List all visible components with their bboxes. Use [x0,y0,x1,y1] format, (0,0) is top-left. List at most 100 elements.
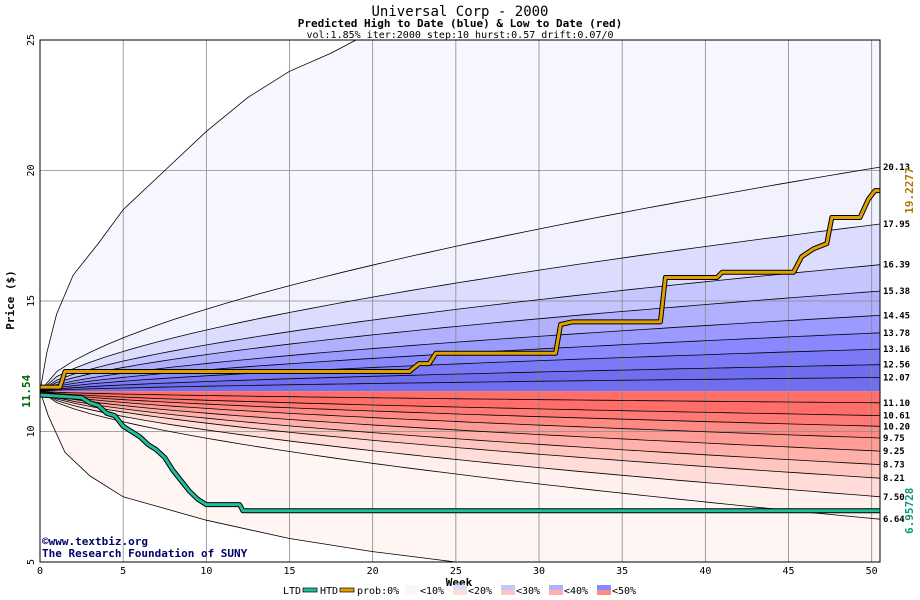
lower-probability-band [40,391,880,403]
legend-prob-item: <50% [612,586,636,597]
x-tick-label: 30 [533,566,545,577]
y-tick-label: 5 [26,559,37,565]
legend-prob-item: <10% [420,586,444,597]
band-end-label: 8.73 [883,461,905,471]
band-boundary-line [40,390,880,520]
band-end-label: 9.75 [883,434,905,444]
legend-prob-item: <20% [468,586,492,597]
band-boundary-line [40,390,880,427]
x-tick-label: 25 [450,566,462,577]
band-end-label: 13.78 [883,329,910,339]
x-tick-label: 5 [120,566,126,577]
band-end-label: 6.64 [883,515,905,525]
lower-probability-band [40,391,880,452]
plot-clip-group [40,40,880,562]
y-tick-label: 15 [26,295,37,307]
band-end-label: 8.21 [883,474,905,484]
legend-prob-swatch-blue [549,585,563,590]
chart-params: vol:1.85% iter:2000 step:10 hurst:0.57 d… [306,30,613,41]
start-price-label: 11.54 [20,374,33,407]
x-tick-label: 35 [616,566,628,577]
upper-probability-band [40,377,880,392]
band-boundary-line [40,264,880,392]
chart-subtitle: Predicted High to Date (blue) & Low to D… [298,17,623,30]
band-end-label: 13.16 [883,345,910,355]
upper-probability-band [40,224,880,392]
band-boundary-line [40,390,880,465]
legend-prob-swatch-red [405,590,419,595]
legend-prob-swatch-red [501,590,515,595]
lower-probability-band [40,391,880,416]
legend-prob-item: <40% [564,586,588,597]
band-boundary-line [40,348,880,392]
upper-probability-band [40,264,880,392]
band-boundary-line [40,390,880,416]
legend: LTD HTD prob:0% <10% <20% <30% <40% <50% [283,585,636,597]
band-end-label: 20.13 [883,163,910,173]
y-tick-label: 20 [26,164,37,176]
outer-lower-boundary [40,391,456,562]
y-axis-label: Price ($) [4,270,17,330]
band-end-label: 11.10 [883,399,910,409]
x-tick-label: 10 [200,566,212,577]
band-end-label: 16.39 [883,261,910,271]
band-end-label: 12.56 [883,361,910,371]
band-boundary-line [40,315,880,392]
upper-probability-band [40,315,880,392]
band-labels: 20.13 17.95 16.39 15.38 14.45 13.78 13.16 12.56… [883,163,916,534]
y-tick-label: 10 [26,425,37,437]
band-boundary-line [40,390,880,404]
upper-probability-band [40,349,880,392]
legend-prob-swatch-red [453,590,467,595]
legend-prob-swatch-blue [405,585,419,590]
band-end-label: 10.61 [883,412,910,422]
x-tick-label: 45 [782,566,794,577]
band-boundary-line [40,290,880,392]
legend-prob-swatch-red [549,590,563,595]
outer-upper-region [40,40,880,392]
legend-htd-swatch [339,587,355,593]
credit-site: ©www.textbiz.org [42,535,148,548]
legend-ltd-label: LTD [283,586,301,597]
band-end-label: 14.45 [883,311,910,321]
x-tick-label: 50 [866,566,878,577]
legend-ltd-swatch [302,587,318,593]
upper-probability-band [40,364,880,392]
band-boundary-line [40,390,880,439]
lower-probability-band [40,391,880,427]
lower-probability-band [40,391,880,520]
legend-prob-swatch-red [597,590,611,595]
band-end-label: 12.07 [883,373,910,383]
band-boundary-line [40,377,880,392]
x-tick-label: 15 [283,566,295,577]
outer-upper-boundary [40,40,357,392]
band-end-label: 7.50 [883,493,905,503]
chart-title: Universal Corp - 2000 [371,4,548,20]
band-boundary-line [40,390,880,452]
legend-prob-swatch-blue [453,585,467,590]
band-end-label: 17.95 [883,220,910,230]
y-tick-label: 25 [26,34,37,46]
legend-prob-swatch-blue [597,585,611,590]
low-to-date-series-line [40,393,880,513]
lower-probability-band [40,391,880,465]
upper-probability-band [40,332,880,392]
legend-htd-label: HTD [320,586,338,597]
htd-final-label: 19.2277 [903,167,916,213]
lower-probability-band [40,391,880,479]
legend-prob-item: <30% [516,586,540,597]
credit-org: The Research Foundation of SUNY [42,547,248,560]
plot-area [40,40,880,562]
ltd-final-label: 6.95728 [903,488,916,534]
high-to-date-series-line [40,189,880,389]
legend-prob-swatch-blue [501,585,515,590]
upper-probability-band [40,167,880,392]
lower-probability-band [40,391,880,438]
band-boundary-line [40,223,880,392]
x-tick-label: 20 [367,566,379,577]
band-boundary-line [40,390,880,479]
band-end-label: 15.38 [883,287,910,297]
band-boundary-line [40,166,880,392]
